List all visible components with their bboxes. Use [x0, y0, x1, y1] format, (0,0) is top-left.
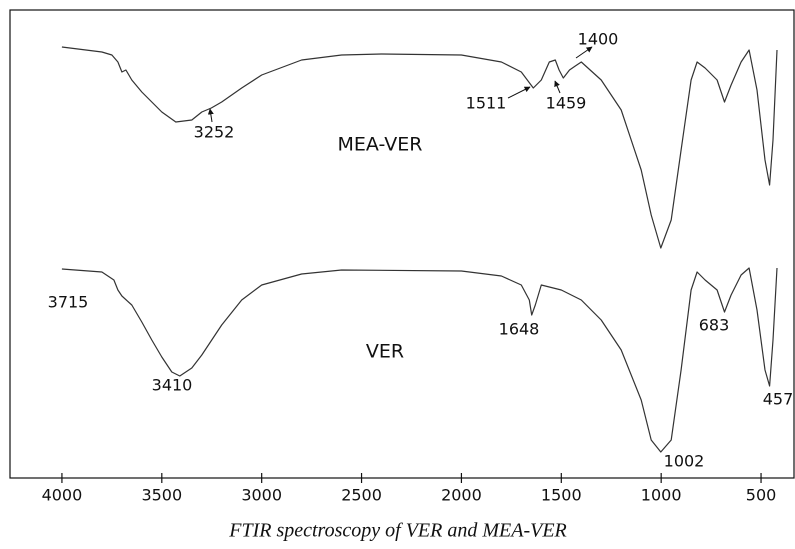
- peak-arrow: [507, 86, 531, 99]
- x-tick-label: 1500: [541, 486, 582, 505]
- plot-frame: [9, 9, 795, 479]
- x-tick-label: 500: [746, 486, 777, 505]
- peak-label: 1400: [578, 30, 619, 49]
- peak-label: 1002: [664, 452, 705, 471]
- x-tick-label: 3000: [241, 486, 282, 505]
- x-tick-label: 1000: [641, 486, 682, 505]
- peak-label: 1511: [466, 94, 507, 113]
- x-tick-label: 3500: [141, 486, 182, 505]
- peak-label: 3715: [48, 293, 89, 312]
- spectrum-line: [61, 46, 778, 249]
- peak-label: 1648: [499, 320, 540, 339]
- peak-label: 3252: [194, 123, 235, 142]
- peak-arrow: [575, 46, 593, 59]
- peak-arrow: [554, 80, 561, 94]
- spectrum-line: [61, 267, 778, 453]
- peak-label: 457: [763, 390, 794, 409]
- x-tick-label: 4000: [42, 486, 83, 505]
- series-label: VER: [366, 341, 404, 363]
- x-tick-label: 2500: [341, 486, 382, 505]
- chart-title: FTIR spectroscopy of VER and MEA-VER: [228, 520, 567, 542]
- peak-label: 683: [699, 316, 730, 335]
- peak-arrow: [207, 108, 214, 123]
- x-tick-label: 2000: [441, 486, 482, 505]
- peak-label: 3410: [152, 376, 193, 395]
- peak-label: 1459: [546, 94, 587, 113]
- series-label: MEA-VER: [338, 134, 423, 156]
